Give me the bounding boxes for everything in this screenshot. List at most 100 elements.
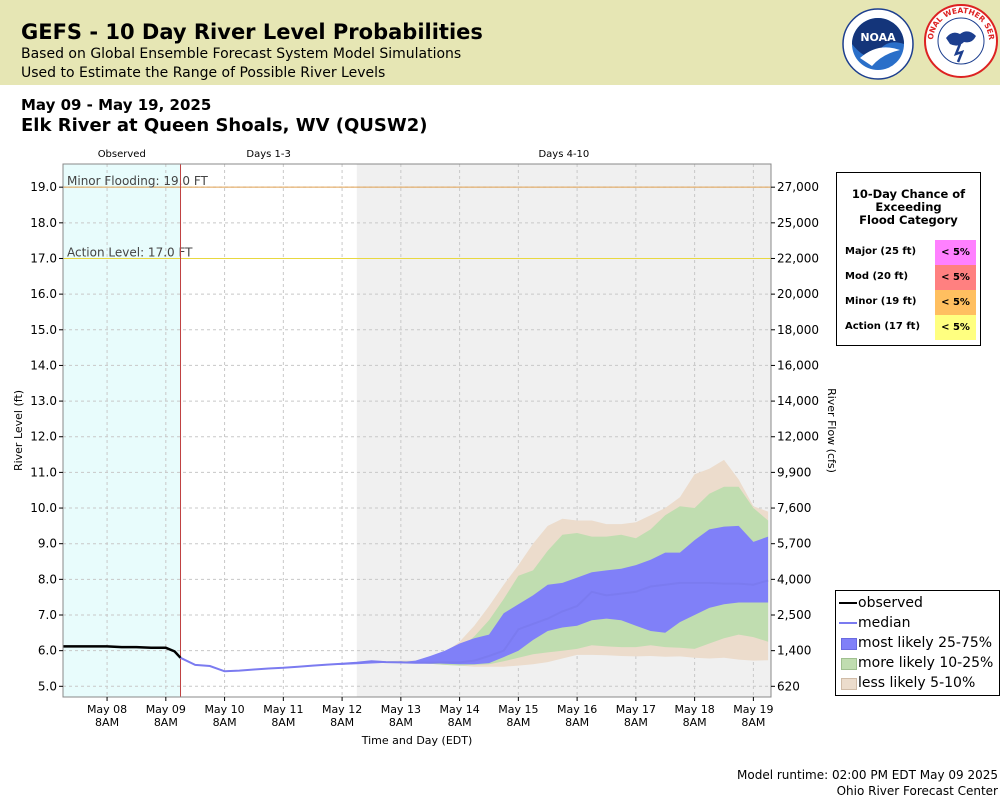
legend-swatch xyxy=(841,638,857,650)
flood-row-label: Major (25 ft) xyxy=(845,246,917,257)
flow-tick-label: 5,700 xyxy=(777,537,811,551)
x-tick-label: 8AM xyxy=(741,716,765,729)
legend-item-10-25: more likely 10-25% xyxy=(836,653,999,673)
x-tick-label: May 13 xyxy=(381,703,421,716)
y-tick-label: 18.0 xyxy=(30,216,57,230)
x-tick-label: May 15 xyxy=(498,703,538,716)
page-title: GEFS - 10 Day River Level Probabilities xyxy=(21,20,483,44)
x-tick-label: May 09 xyxy=(146,703,186,716)
flow-tick-label: 18,000 xyxy=(777,323,819,337)
legend-swatch xyxy=(839,622,857,624)
observed-period-shade xyxy=(63,164,181,697)
flood-row-moderate: Mod (20 ft) < 5% xyxy=(837,265,980,290)
flood-box-title-line: Flood Category xyxy=(859,213,958,227)
flow-tick-label: 22,000 xyxy=(777,251,819,265)
flood-row-label: Mod (20 ft) xyxy=(845,271,909,282)
legend-item-25-75: most likely 25-75% xyxy=(836,633,999,653)
y-tick-label: 5.0 xyxy=(38,679,57,693)
flood-row-chance: < 5% xyxy=(935,315,976,340)
y-tick-label: 9.0 xyxy=(38,537,57,551)
x-axis-title: Time and Day (EDT) xyxy=(361,734,473,747)
subtitle-line-2: Used to Estimate the Range of Possible R… xyxy=(21,65,386,81)
flow-tick-label: 12,000 xyxy=(777,430,819,444)
flow-tick-label: 14,000 xyxy=(777,394,819,408)
noaa-logo: NOAA xyxy=(842,8,914,80)
flood-category-box: 10-Day Chance of Exceeding Flood Categor… xyxy=(836,172,981,346)
flood-box-title-line: 10-Day Chance of xyxy=(851,187,966,201)
x-tick-label: May 11 xyxy=(263,703,303,716)
y-tick-label: 16.0 xyxy=(30,287,57,301)
model-runtime: Model runtime: 02:00 PM EDT May 09 2025 xyxy=(737,768,998,782)
legend-label: most likely 25-75% xyxy=(858,635,993,651)
legend-item-5-10: less likely 5-10% xyxy=(836,673,999,693)
chart-legend: observed median most likely 25-75% more … xyxy=(835,590,1000,696)
nws-logo: NATIONAL WEATHER SERVICE xyxy=(924,4,998,78)
y-axis-title: River Level (ft) xyxy=(12,390,25,471)
flow-tick-label: 20,000 xyxy=(777,287,819,301)
x-tick-label: May 18 xyxy=(674,703,714,716)
legend-label: observed xyxy=(858,595,923,611)
reference-line-label: Action Level: 17.0 FT xyxy=(67,245,193,259)
y-tick-label: 15.0 xyxy=(30,323,57,337)
legend-item-median: median xyxy=(836,613,999,633)
flow-tick-label: 2,500 xyxy=(777,608,811,622)
flood-row-label: Minor (19 ft) xyxy=(845,296,917,307)
flow-tick-label: 16,000 xyxy=(777,358,819,372)
x-tick-label: 8AM xyxy=(95,716,119,729)
flood-row-chance: < 5% xyxy=(935,240,976,265)
y-tick-label: 6.0 xyxy=(38,644,57,658)
legend-swatch xyxy=(839,602,857,604)
y-tick-label: 10.0 xyxy=(30,501,57,515)
flood-box-title-line: Exceeding xyxy=(875,200,942,214)
flood-box-title: 10-Day Chance of Exceeding Flood Categor… xyxy=(837,188,980,227)
median-line xyxy=(180,579,769,673)
x-tick-label: 8AM xyxy=(683,716,707,729)
x-tick-label: 8AM xyxy=(213,716,237,729)
y2-axis-title: River Flow (cfs) xyxy=(825,388,838,473)
noaa-logo-text: NOAA xyxy=(860,31,896,44)
x-tick-label: May 17 xyxy=(616,703,656,716)
legend-label: median xyxy=(858,615,911,631)
x-tick-label: 8AM xyxy=(154,716,178,729)
y-tick-label: 13.0 xyxy=(30,394,57,408)
y-tick-label: 12.0 xyxy=(30,430,57,444)
forecast-center: Ohio River Forecast Center xyxy=(836,784,998,798)
legend-swatch xyxy=(841,658,857,670)
flow-tick-label: 9,900 xyxy=(777,465,811,479)
y-tick-label: 7.0 xyxy=(38,608,57,622)
y-tick-label: 8.0 xyxy=(38,572,57,586)
y-tick-label: 11.0 xyxy=(30,465,57,479)
x-tick-label: 8AM xyxy=(389,716,413,729)
x-tick-label: May 14 xyxy=(439,703,479,716)
flow-tick-label: 27,000 xyxy=(777,180,819,194)
x-tick-label: 8AM xyxy=(565,716,589,729)
legend-label: less likely 5-10% xyxy=(858,675,976,691)
x-tick-label: 8AM xyxy=(506,716,530,729)
x-tick-label: 8AM xyxy=(624,716,648,729)
period-label: Observed xyxy=(98,149,146,160)
x-tick-label: 8AM xyxy=(448,716,472,729)
flood-row-chance: < 5% xyxy=(935,290,976,315)
x-tick-label: 8AM xyxy=(271,716,295,729)
reference-line-label: Minor Flooding: 19.0 FT xyxy=(67,174,209,188)
flow-tick-label: 4,000 xyxy=(777,572,811,586)
flood-row-chance: < 5% xyxy=(935,265,976,290)
flood-row-label: Action (17 ft) xyxy=(845,321,921,332)
period-label: Days 4-10 xyxy=(538,149,589,160)
flow-tick-label: 1,400 xyxy=(777,644,811,658)
x-tick-label: May 08 xyxy=(87,703,127,716)
x-tick-label: May 10 xyxy=(204,703,244,716)
flood-row-major: Major (25 ft) < 5% xyxy=(837,240,980,265)
observed-line xyxy=(63,645,182,659)
station-name: Elk River at Queen Shoals, WV (QUSW2) xyxy=(21,115,428,136)
legend-item-observed: observed xyxy=(836,593,999,613)
date-range: May 09 - May 19, 2025 xyxy=(21,96,212,114)
y-tick-label: 17.0 xyxy=(30,251,57,265)
period-label: Days 1-3 xyxy=(246,149,290,160)
x-tick-label: 8AM xyxy=(330,716,354,729)
x-tick-label: May 19 xyxy=(733,703,773,716)
x-tick-label: May 16 xyxy=(557,703,597,716)
flood-row-minor: Minor (19 ft) < 5% xyxy=(837,290,980,315)
y-tick-label: 19.0 xyxy=(30,180,57,194)
subtitle-line-1: Based on Global Ensemble Forecast System… xyxy=(21,46,462,62)
